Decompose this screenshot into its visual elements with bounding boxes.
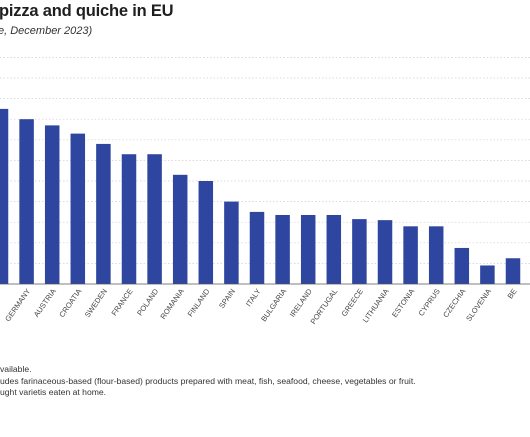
x-tick-label: LITHUANIA (361, 287, 391, 324)
bar (96, 143, 111, 284)
bar (352, 219, 367, 284)
chart-subtitle: e, December 2023) (0, 25, 93, 37)
bar (428, 226, 444, 284)
x-tick-labels: GERMANY AUSTRIA CROATIA SWEDEN FRANCE POLANDR… (3, 287, 519, 326)
x-tick-label: POLAND (135, 287, 160, 318)
x-tick-label: CZECHIA (441, 287, 467, 319)
bar (454, 247, 470, 284)
footnote: udes farinaceous-based (flour-based) pro… (0, 375, 416, 386)
bar (198, 181, 214, 284)
chart-title: pizza and quiche in EU (0, 2, 174, 20)
bars (0, 108, 521, 285)
bar (403, 226, 418, 284)
bar (505, 258, 521, 284)
footnote: ught varietis eaten at home. (0, 387, 107, 397)
x-tick-label: AUSTRIA (32, 287, 58, 319)
x-tick-label: FINLAND (186, 287, 212, 319)
x-tick-label: GREECE (339, 287, 365, 318)
x-tick-label: SLOVENIA (464, 287, 493, 323)
x-tick-label: CYPRUS (417, 287, 442, 318)
bar (249, 211, 265, 284)
bar (147, 154, 162, 284)
x-tick-label: ITALY (244, 287, 263, 308)
bar (121, 154, 137, 284)
bar (480, 265, 495, 284)
x-tick-label: IRELAND (288, 287, 314, 319)
bar (300, 214, 316, 284)
footnotes: vailable. udes farinaceous-based (flour-… (0, 364, 416, 399)
bar (172, 174, 188, 284)
x-tick-label: CROATIA (57, 287, 83, 319)
x-tick-label: FRANCE (110, 287, 135, 317)
bar (44, 125, 60, 284)
bar (224, 201, 239, 284)
x-tick-label: SPAIN (217, 287, 237, 310)
bar (70, 133, 86, 284)
x-tick-label: BULGARIA (259, 287, 288, 323)
bar (0, 108, 9, 285)
x-tick-label: GERMANY (3, 287, 32, 323)
x-tick-label: SWEDEN (83, 287, 109, 319)
bar (377, 220, 393, 284)
bar (326, 214, 342, 284)
x-tick-label: ESTONIA (390, 287, 416, 319)
bar (19, 119, 34, 284)
x-tick-label: ROMANIA (158, 287, 185, 321)
bar (275, 214, 290, 284)
bar-chart: GERMANY AUSTRIA CROATIA SWEDEN FRANCE POLANDR… (0, 57, 530, 326)
x-tick-label: BE (506, 287, 519, 300)
footnote: vailable. (0, 364, 32, 374)
